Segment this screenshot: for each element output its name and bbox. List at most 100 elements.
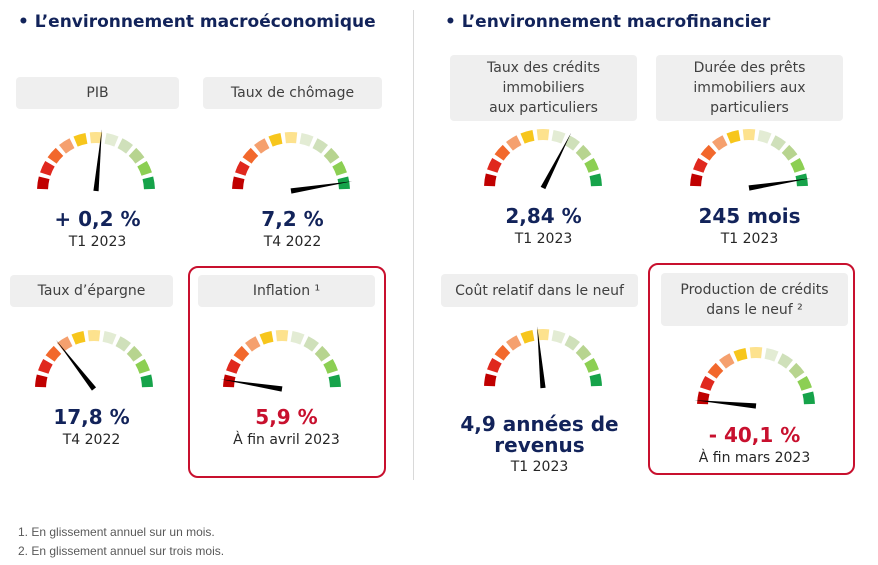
gauge-needle xyxy=(748,178,811,191)
gauge-segment xyxy=(726,129,741,144)
gauge-segment xyxy=(242,147,259,164)
gauge-segment xyxy=(323,147,340,164)
gauge-segment xyxy=(719,353,735,369)
gauge-needle xyxy=(220,379,283,392)
gauge-value-production-credits: - 40,1 % xyxy=(708,423,801,447)
gauge-segment xyxy=(494,144,511,161)
gauge-segment xyxy=(259,330,274,345)
gauge-segment xyxy=(59,138,75,154)
gauge-value-taux-epargne: 17,8 % xyxy=(53,405,130,429)
gauge-segment xyxy=(797,375,812,391)
gauge-label-inflation: Inflation ¹ xyxy=(198,275,375,307)
gauge-segment xyxy=(47,147,64,164)
gauge-segment xyxy=(564,335,580,351)
gauge-segment xyxy=(268,132,283,147)
gauge-segment xyxy=(299,132,314,147)
gauge-segment xyxy=(551,129,566,144)
gauge-segment xyxy=(45,345,62,362)
gauge-segment xyxy=(764,347,779,362)
gauge-segment xyxy=(536,128,550,141)
gauge-segment xyxy=(707,362,724,379)
gauge-segment xyxy=(520,329,535,344)
gauge-segment xyxy=(777,353,793,369)
gauge-segment xyxy=(312,138,328,154)
gauge-segment xyxy=(37,176,50,190)
gauge-segment xyxy=(323,358,338,374)
gauge-label-production-credits: Production de crédits dans le neuf ² xyxy=(661,273,848,326)
gauge-segment xyxy=(115,336,131,352)
gauge-segment xyxy=(700,144,717,161)
gauge-segment xyxy=(589,373,602,387)
gauge-segment xyxy=(233,345,250,362)
gauge-segment xyxy=(584,357,599,373)
gauge-label-taux-epargne: Taux d’épargne xyxy=(10,275,173,307)
gauge-segment xyxy=(328,374,341,388)
gauge-period-taux-credits: T1 2023 xyxy=(514,231,573,247)
gauge-value-duree-prets: 245 mois xyxy=(698,204,801,228)
gauge-period-pib: T1 2023 xyxy=(68,234,127,250)
gauge-label-taux-chomage: Taux de chômage xyxy=(203,77,382,109)
gauge-segment xyxy=(693,157,708,173)
gauge-segment xyxy=(506,135,522,151)
gauge-segment xyxy=(536,328,550,341)
gauge-period-production-credits: À fin mars 2023 xyxy=(698,450,811,466)
gauge-segment xyxy=(575,344,592,361)
gauge-segment xyxy=(284,132,298,144)
gauge-segment xyxy=(89,132,103,144)
gauge-segment xyxy=(142,176,155,190)
gauge-segment xyxy=(140,374,153,388)
gauge-needle xyxy=(537,326,546,389)
gauge-segment xyxy=(254,138,270,154)
gauge-segment xyxy=(57,336,73,352)
gauge-segment xyxy=(520,129,535,144)
gauge-segment xyxy=(102,330,117,345)
gauge-segment xyxy=(700,375,715,391)
gauge-segment xyxy=(733,347,748,362)
footnote-2: 2. En glissement annuel sur trois mois. xyxy=(18,544,225,558)
gauge-period-inflation: À fin avril 2023 xyxy=(233,432,340,448)
gauge-segment xyxy=(742,128,756,141)
gauge-segment xyxy=(802,391,815,405)
gauge-segment xyxy=(712,135,728,151)
gauge-segment xyxy=(575,144,592,161)
gauge-segment xyxy=(137,160,152,176)
gauge-segment xyxy=(117,138,133,154)
gauge-value-taux-credits: 2,84 % xyxy=(505,204,582,228)
gauge-segment xyxy=(494,344,511,361)
gauge-segment xyxy=(290,330,305,345)
gauge-segment xyxy=(484,173,497,187)
gauge-segment xyxy=(484,373,497,387)
gauge-segment xyxy=(40,160,55,176)
gauge-label-duree-prets: Durée des prêts immobiliers aux particul… xyxy=(656,55,843,121)
section-title-macrofinancier: • L’environnement macrofinancier xyxy=(445,12,771,32)
gauge-segment xyxy=(314,345,331,362)
gauge-needle xyxy=(290,181,353,194)
production-credits-highlight-frame xyxy=(648,263,855,475)
gauge-label-cout-relatif: Coût relatif dans le neuf xyxy=(441,274,638,307)
gauge-value-taux-chomage: 7,2 % xyxy=(261,207,324,231)
gauge-value-pib: + 0,2 % xyxy=(54,207,141,231)
gauge-segment xyxy=(749,346,763,359)
gauge-segment xyxy=(690,173,703,187)
gauge-segment xyxy=(275,329,289,342)
gauge-segment xyxy=(135,358,150,374)
gauge-label-pib: PIB xyxy=(16,77,179,109)
gauge-needle xyxy=(55,340,97,391)
gauge-segment xyxy=(226,358,241,374)
gauge-segment xyxy=(126,345,143,362)
section-title-macroeconomique: • L’environnement macroéconomique xyxy=(18,12,376,32)
gauge-segment xyxy=(697,391,710,405)
gauge-segment xyxy=(506,335,522,351)
gauge-needle xyxy=(93,129,102,192)
gauge-segment xyxy=(303,336,319,352)
gauge-segment xyxy=(487,357,502,373)
gauge-segment xyxy=(232,176,245,190)
gauge-segment xyxy=(551,329,566,344)
gauge-segment xyxy=(790,157,805,173)
gauge-segment xyxy=(71,330,86,345)
